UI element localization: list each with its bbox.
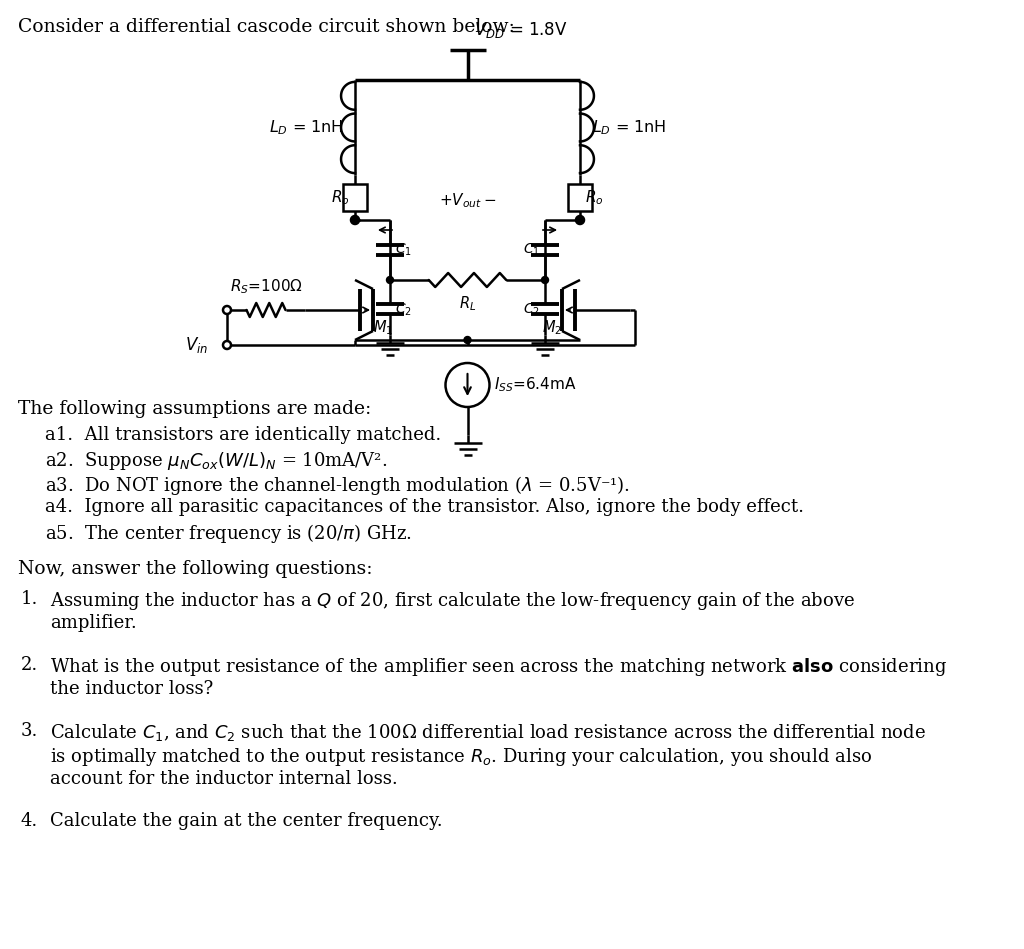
- Text: a2.  Suppose $\mu_N C_{ox}(W/L)_N$ = 10mA/V².: a2. Suppose $\mu_N C_{ox}(W/L)_N$ = 10mA…: [45, 450, 387, 472]
- Text: account for the inductor internal loss.: account for the inductor internal loss.: [50, 770, 397, 788]
- Text: Calculate $C_1$, and $C_2$ such that the 100Ω differential load resistance acros: Calculate $C_1$, and $C_2$ such that the…: [50, 722, 926, 743]
- Circle shape: [351, 216, 358, 224]
- Circle shape: [223, 306, 231, 314]
- Text: $L_D$ = 1nH: $L_D$ = 1nH: [592, 118, 667, 137]
- Circle shape: [386, 276, 393, 284]
- Text: a3.  Do NOT ignore the channel-length modulation ($\lambda$ = 0.5V⁻¹).: a3. Do NOT ignore the channel-length mod…: [45, 474, 630, 497]
- Text: 1.: 1.: [20, 590, 38, 608]
- Text: $C_2$: $C_2$: [523, 302, 540, 318]
- Circle shape: [223, 341, 231, 349]
- Text: $R_o$: $R_o$: [585, 188, 603, 207]
- Text: $R_S$=100Ω: $R_S$=100Ω: [229, 277, 302, 296]
- Text: Consider a differential cascode circuit shown below:: Consider a differential cascode circuit …: [18, 18, 515, 36]
- Text: 2.: 2.: [20, 656, 38, 674]
- Circle shape: [445, 363, 489, 407]
- Circle shape: [464, 337, 471, 344]
- Text: $C_1$: $C_1$: [395, 242, 412, 258]
- Text: Now, answer the following questions:: Now, answer the following questions:: [18, 560, 373, 578]
- Text: is optimally matched to the output resistance $R_o$. During your calculation, yo: is optimally matched to the output resis…: [50, 746, 872, 768]
- Text: $C_1$: $C_1$: [523, 242, 540, 258]
- Text: $R_o$: $R_o$: [332, 188, 350, 207]
- Text: $+V_{out}-$: $+V_{out}-$: [439, 192, 497, 210]
- Text: amplifier.: amplifier.: [50, 614, 137, 632]
- Text: Assuming the inductor has a $Q$ of 20, first calculate the low-frequency gain of: Assuming the inductor has a $Q$ of 20, f…: [50, 590, 855, 612]
- Text: the inductor loss?: the inductor loss?: [50, 680, 213, 698]
- Text: a1.  All transistors are identically matched.: a1. All transistors are identically matc…: [45, 426, 441, 444]
- Bar: [568, 184, 592, 211]
- Text: $R_L$: $R_L$: [459, 294, 476, 313]
- Text: $M_2$: $M_2$: [542, 318, 562, 337]
- Text: What is the output resistance of the amplifier seen across the matching network : What is the output resistance of the amp…: [50, 656, 947, 678]
- Circle shape: [351, 216, 359, 224]
- Text: a4.  Ignore all parasitic capacitances of the transistor. Also, ignore the body : a4. Ignore all parasitic capacitances of…: [45, 498, 804, 516]
- Bar: [343, 184, 367, 211]
- Text: $C_2$: $C_2$: [395, 302, 412, 318]
- Text: $I_{SS}$=6.4mA: $I_{SS}$=6.4mA: [495, 376, 578, 395]
- Circle shape: [575, 216, 584, 224]
- Text: a5.  The center frequency is (20/$\pi$) GHz.: a5. The center frequency is (20/$\pi$) G…: [45, 522, 412, 545]
- Circle shape: [577, 216, 584, 224]
- Text: $V_{DD}$ = 1.8V: $V_{DD}$ = 1.8V: [473, 20, 567, 40]
- Circle shape: [542, 276, 549, 284]
- Text: Calculate the gain at the center frequency.: Calculate the gain at the center frequen…: [50, 812, 442, 830]
- Text: $M_1$: $M_1$: [373, 318, 393, 337]
- Text: The following assumptions are made:: The following assumptions are made:: [18, 400, 372, 418]
- Text: $V_{in}$: $V_{in}$: [185, 335, 209, 355]
- Text: $L_D$ = 1nH: $L_D$ = 1nH: [268, 118, 343, 137]
- Text: 3.: 3.: [20, 722, 38, 740]
- Text: 4.: 4.: [20, 812, 38, 830]
